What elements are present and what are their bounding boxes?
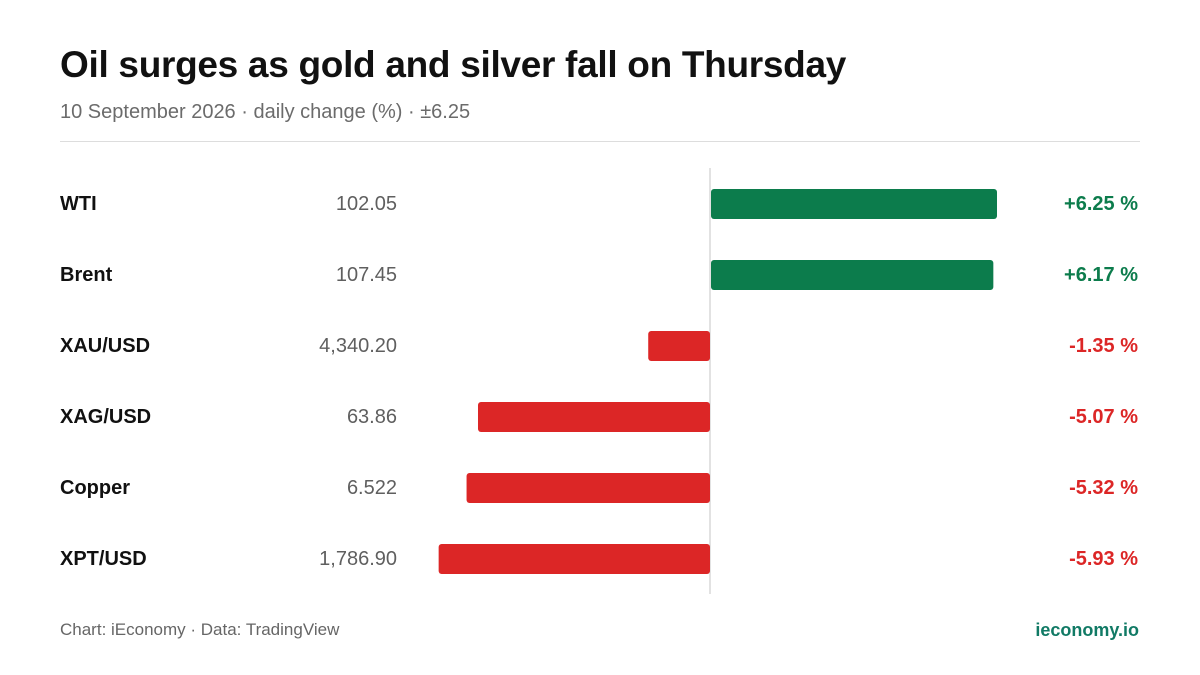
category-label: WTI [60,193,97,215]
chart-subtitle: 10 September 2026 · daily change (%) · ±… [60,101,471,123]
header-divider [60,141,1140,142]
bar-negative [477,402,710,432]
bar-negative [438,544,710,574]
chart-title: Oil surges as gold and silver fall on Th… [60,44,847,85]
price-label: 6.522 [347,477,397,499]
change-value-label: -1.35 % [1069,335,1138,357]
category-label: XPT/USD [60,548,147,570]
category-label: Brent [60,264,113,286]
price-label: 102.05 [336,193,397,215]
bar-positive [711,260,994,290]
price-label: 107.45 [336,264,397,286]
brand-link[interactable]: ieconomy.io [1035,620,1139,640]
price-label: 4,340.20 [319,335,397,357]
category-label: XAU/USD [60,335,150,357]
category-label: Copper [60,477,130,499]
change-value-label: -5.32 % [1069,477,1138,499]
source-credit: Chart: iEconomy · Data: TradingView [60,620,340,639]
change-value-label: -5.93 % [1069,548,1138,570]
price-label: 63.86 [347,406,397,428]
category-label: XAG/USD [60,406,151,428]
price-label: 1,786.90 [319,548,397,570]
change-value-label: +6.25 % [1064,193,1138,215]
change-value-label: +6.17 % [1064,264,1138,286]
bar-negative [466,473,710,503]
change-value-label: -5.07 % [1069,406,1138,428]
bar-negative [648,331,710,361]
bar-positive [711,189,997,219]
